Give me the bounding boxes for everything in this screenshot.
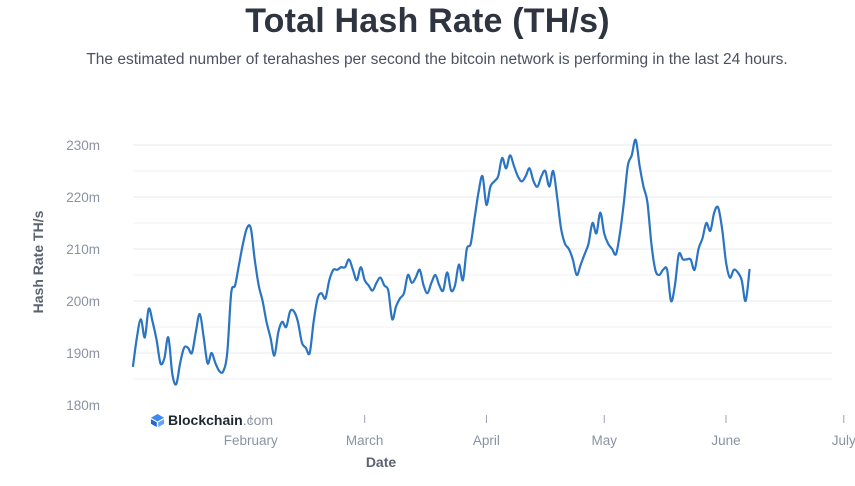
y-axis-ticks: 180m 190m 200m 210m 220m 230m [66, 138, 100, 413]
x-tick-label: July [832, 433, 855, 448]
hash-rate-series-line [131, 138, 751, 386]
y-tick-label: 180m [66, 398, 100, 413]
x-tick-label: May [591, 433, 617, 448]
blockchain-logo-icon [150, 413, 165, 427]
chart-subtitle: The estimated number of terahashes per s… [86, 51, 788, 68]
y-tick-label: 230m [66, 138, 100, 153]
y-tick-label: 190m [66, 346, 100, 361]
brand-name: Blockchain [168, 412, 243, 428]
x-tick-label: June [711, 433, 740, 448]
grid-lines [133, 144, 832, 380]
x-tick-label: March [346, 433, 384, 448]
y-tick-label: 200m [66, 294, 100, 309]
brand-tld: .com [242, 412, 274, 428]
chart-title: Total Hash Rate (TH/s) [245, 2, 610, 40]
blockchain-watermark: Blockchain .com [150, 412, 273, 428]
y-axis-title: Hash Rate TH/s [30, 210, 46, 313]
x-axis-ticks: February March April May June July [224, 415, 855, 448]
x-tick-label: April [473, 433, 500, 448]
y-tick-label: 210m [66, 242, 100, 257]
x-axis-title: Date [366, 454, 397, 470]
y-tick-label: 220m [66, 190, 100, 205]
x-tick-label: February [224, 433, 278, 448]
